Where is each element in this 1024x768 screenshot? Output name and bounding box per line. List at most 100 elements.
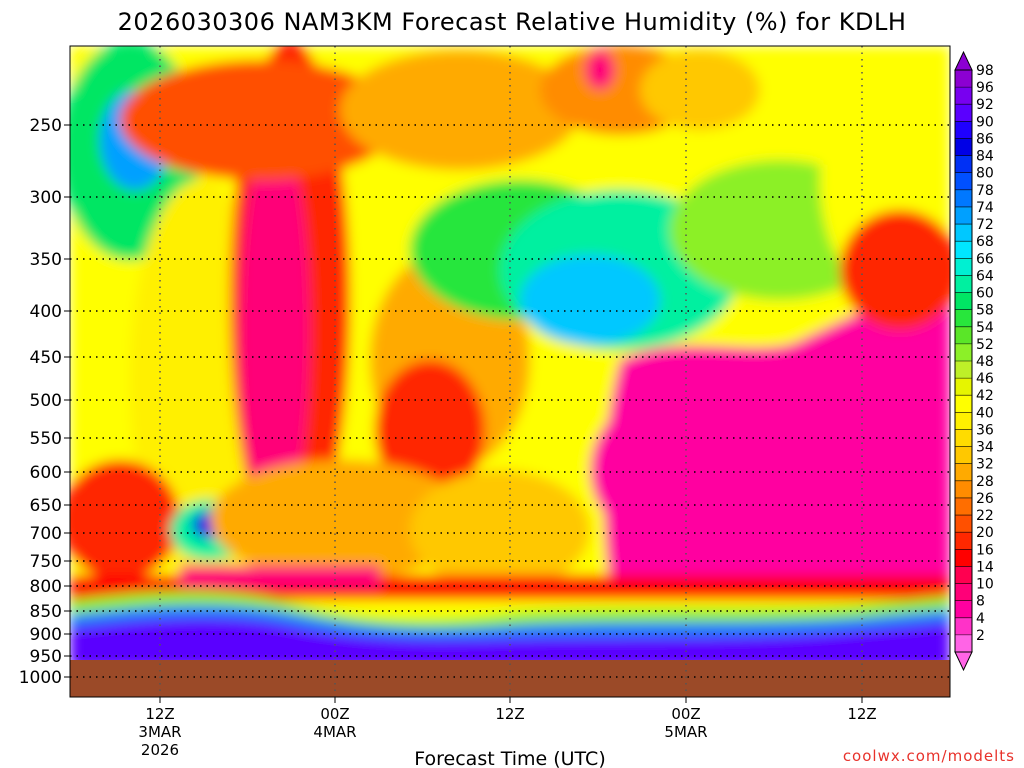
colorbar-label-84: 84 [976,149,994,165]
x-tick-label-3-1: 5MAR [664,723,707,741]
humidity-region-9 [640,50,760,130]
y-axis: 250 300 350 400 450 500 550 600 650 700 750 800 850 9… [19,116,70,688]
colorbar-swatch-14 [955,566,972,585]
colorbar-swatch-90 [955,121,972,139]
colorbar-label-22: 22 [976,508,994,524]
y-tick-label-450: 450 [30,348,62,368]
colorbar-swatch-22 [955,515,972,533]
colorbar-frame [954,69,973,653]
y-tick-label-950: 950 [30,647,62,667]
colorbar-top-cap [954,50,973,71]
colorbar-swatch-10 [955,583,972,602]
y-tick-label-350: 350 [30,250,62,270]
colorbar-swatch-28 [955,480,972,499]
colorbar-label-54: 54 [976,320,994,336]
colorbar-label-74: 74 [976,200,994,216]
colorbar-label-80: 80 [976,166,994,182]
colorbar-label-72: 72 [976,217,994,233]
y-tick-label-300: 300 [30,188,62,208]
colorbar-swatch-78 [955,189,972,208]
humidity-region-24 [210,460,470,580]
colorbar-label-46: 46 [976,371,994,387]
colorbar-label-86: 86 [976,131,994,147]
colorbar-bottom-cap [954,651,973,672]
colorbar: 9896929086848078747268666460585452484642… [954,50,994,672]
colorbar-swatch-26 [955,497,972,516]
humidity-region-20 [840,210,950,330]
y-tick-label-550: 550 [30,429,62,449]
plot-area [70,46,950,697]
humidity-field [70,46,950,668]
colorbar-swatch-32 [955,463,972,482]
colorbar-swatch-68 [955,241,972,259]
colorbar-swatch-34 [955,446,972,465]
humidity-region-6 [120,60,400,180]
y-tick-label-500: 500 [30,391,62,411]
y-tick-label-800: 800 [30,577,62,597]
humidity-region-30 [70,618,950,668]
colorbar-swatch-2 [955,634,972,653]
colorbar-label-28: 28 [976,474,994,490]
colorbar-label-8: 8 [976,594,985,610]
colorbar-swatch-48 [955,361,972,379]
colorbar-label-40: 40 [976,405,994,421]
colorbar-swatch-58 [955,309,972,328]
colorbar-label-58: 58 [976,303,994,319]
colorbar-label-66: 66 [976,251,994,267]
humidity-region-27 [180,565,380,587]
x-tick-label-1-1: 4MAR [313,723,356,741]
ground-below-surface [70,660,950,697]
colorbar-label-4: 4 [976,611,985,627]
colorbar-label-36: 36 [976,422,994,438]
y-tick-label-600: 600 [30,463,62,483]
y-tick-label-650: 650 [30,496,62,516]
humidity-region-10 [585,50,615,90]
x-tick-label-1-0: 00Z [320,705,349,723]
colorbar-swatch-40 [955,412,972,430]
y-tick-label-400: 400 [30,302,62,322]
humidity-region-12 [375,360,485,500]
colorbar-swatch-42 [955,395,972,413]
colorbar-swatch-84 [955,155,972,174]
credit-text: coolwx.com/modelts [843,747,1015,765]
x-axis-label: Forecast Time (UTC) [414,748,605,768]
colorbar-swatch-92 [955,104,972,122]
colorbar-swatch-20 [955,532,972,550]
chart-title: 2026030306 NAM3KM Forecast Relative Humi… [118,8,907,36]
x-tick-label-2-0: 12Z [495,705,524,723]
colorbar-label-34: 34 [976,440,994,456]
colorbar-swatch-54 [955,326,972,345]
humidity-region-19 [590,380,810,560]
grid-lines [70,46,950,697]
colorbar-swatch-74 [955,206,972,225]
colorbar-label-32: 32 [976,457,994,473]
x-tick-label-3-0: 00Z [671,705,700,723]
x-tick-label-0-2: 2026 [141,741,179,759]
colorbar-label-20: 20 [976,525,994,541]
y-tick-label-750: 750 [30,552,62,572]
colorbar-label-26: 26 [976,491,994,507]
x-tick-label-4-0: 12Z [847,705,876,723]
colorbar-label-14: 14 [976,559,994,575]
y-tick-label-700: 700 [30,524,62,544]
humidity-region-7 [340,50,580,170]
humidity-region-21 [70,460,180,580]
colorbar-label-64: 64 [976,268,994,284]
colorbar-label-16: 16 [976,542,994,558]
colorbar-swatch-80 [955,172,972,191]
colorbar-label-92: 92 [976,97,994,113]
colorbar-swatch-16 [955,549,972,567]
colorbar-swatch-64 [955,275,972,294]
colorbar-label-68: 68 [976,234,994,250]
colorbar-swatch-72 [955,224,972,242]
colorbar-label-48: 48 [976,354,994,370]
humidity-region-5 [240,130,310,530]
colorbar-label-96: 96 [976,80,994,96]
y-tick-label-1000: 1000 [19,668,62,688]
humidity-region-15 [520,255,660,345]
colorbar-label-2: 2 [976,628,985,644]
x-tick-label-0-1: 3MAR [138,723,181,741]
x-tick-label-0-0: 12Z [145,705,174,723]
colorbar-swatch-52 [955,343,972,362]
colorbar-label-10: 10 [976,577,994,593]
